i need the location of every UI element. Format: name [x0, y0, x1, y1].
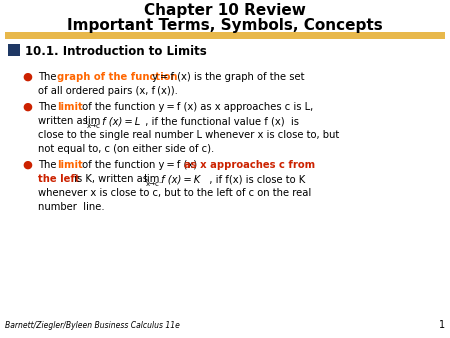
Text: , if the functional value f (x)  is: , if the functional value f (x) is: [139, 116, 299, 126]
Text: of the function y = f (x): of the function y = f (x): [79, 160, 200, 170]
Text: The: The: [38, 102, 59, 112]
Text: y = f (x) is the graph of the set: y = f (x) is the graph of the set: [149, 72, 305, 82]
Text: 1: 1: [439, 320, 445, 330]
Text: the left: the left: [38, 174, 80, 184]
Text: The: The: [38, 160, 59, 170]
Text: graph of the function: graph of the function: [57, 72, 177, 82]
Text: f (x) = K: f (x) = K: [158, 174, 200, 184]
Text: ●: ●: [22, 72, 32, 82]
Text: lim: lim: [85, 116, 100, 126]
Text: is K, written as: is K, written as: [71, 174, 151, 184]
Text: , if f(x) is close to K: , if f(x) is close to K: [200, 174, 305, 184]
Text: whenever x is close to c, but to the left of c on the real: whenever x is close to c, but to the lef…: [38, 188, 311, 198]
Text: close to the single real number L whenever x is close to, but: close to the single real number L whenev…: [38, 130, 339, 140]
Text: not equal to, c (on either side of c).: not equal to, c (on either side of c).: [38, 144, 214, 154]
Text: The: The: [38, 72, 59, 82]
Bar: [8, 44, 20, 56]
Text: Important Terms, Symbols, Concepts: Important Terms, Symbols, Concepts: [67, 18, 383, 33]
Text: limit: limit: [57, 160, 83, 170]
Text: f (x) = L: f (x) = L: [99, 116, 140, 126]
Text: as x approaches c from: as x approaches c from: [184, 160, 315, 170]
Text: ●: ●: [22, 160, 32, 170]
Text: number  line.: number line.: [38, 202, 104, 212]
Text: Chapter 10 Review: Chapter 10 Review: [144, 3, 306, 18]
Text: written as: written as: [38, 116, 91, 126]
Text: 10.1. Introduction to Limits: 10.1. Introduction to Limits: [25, 45, 207, 58]
Text: ●: ●: [22, 102, 32, 112]
Text: x→c⁻: x→c⁻: [146, 181, 164, 187]
Text: lim: lim: [144, 174, 159, 184]
Text: limit: limit: [57, 102, 83, 112]
Bar: [5, 32, 445, 39]
Text: x→c: x→c: [87, 123, 101, 129]
Text: Barnett/Ziegler/Byleen Business Calculus 11e: Barnett/Ziegler/Byleen Business Calculus…: [5, 321, 180, 330]
Text: of the function y = f (x) as x approaches c is L,: of the function y = f (x) as x approache…: [79, 102, 313, 112]
Text: of all ordered pairs (x, f (x)).: of all ordered pairs (x, f (x)).: [38, 86, 178, 96]
